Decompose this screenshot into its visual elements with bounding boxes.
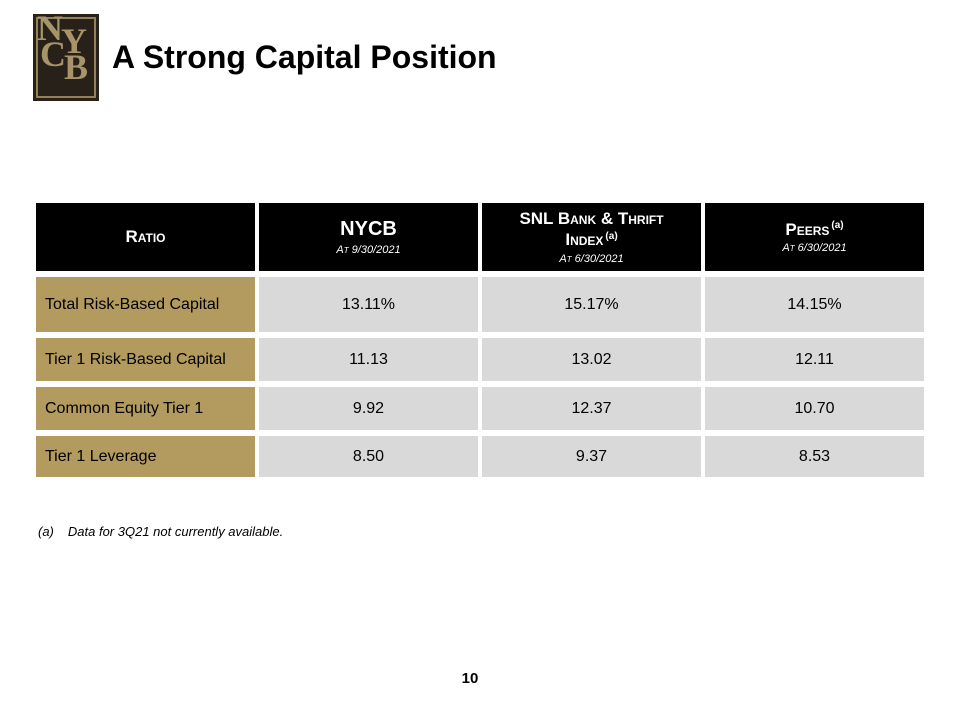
- page-title: A Strong Capital Position: [112, 39, 497, 75]
- column-header-nycb: NYCB At 9/30/2021: [259, 203, 478, 271]
- table-cell: 8.50: [259, 436, 478, 477]
- logo-letter-c: C: [40, 34, 66, 74]
- capital-ratios-table: Ratio NYCB At 9/30/2021 SNL Bank & Thrif…: [36, 203, 924, 477]
- logo-frame: [36, 17, 96, 98]
- footnote-marker: (a): [38, 524, 54, 539]
- column-header-date: At 9/30/2021: [336, 243, 401, 256]
- table-row-label: Total Risk-Based Capital: [36, 277, 255, 332]
- table-cell: 13.02: [482, 338, 701, 381]
- footnote: (a) Data for 3Q21 not currently available…: [38, 524, 283, 539]
- page-number: 10: [461, 670, 479, 687]
- column-header-date: At 6/30/2021: [559, 252, 624, 265]
- table-row-label: Tier 1 Risk-Based Capital: [36, 338, 255, 381]
- table-row-label: Common Equity Tier 1: [36, 387, 255, 430]
- table-cell: 12.37: [482, 387, 701, 430]
- table-cell: 12.11: [705, 338, 924, 381]
- column-header-label: SNL Bank & Thrift Index (a): [519, 209, 664, 250]
- column-header-label: Ratio: [125, 227, 166, 247]
- footnote-text: Data for 3Q21 not currently available.: [67, 524, 284, 539]
- logo-letter-n: N: [37, 8, 63, 48]
- logo-letter-y: Y: [61, 21, 87, 61]
- column-header-label: Peers (a): [785, 219, 844, 239]
- footnote-marker: (a): [831, 220, 844, 232]
- table-cell: 8.53: [705, 436, 924, 477]
- table-cell: 10.70: [705, 387, 924, 430]
- table-cell: 13.11%: [259, 277, 478, 332]
- column-header-snl-bank-thrift-index: SNL Bank & Thrift Index (a) At 6/30/2021: [482, 203, 701, 271]
- column-header-label: NYCB: [340, 217, 397, 240]
- table-cell: 9.92: [259, 387, 478, 430]
- footnote-marker: (a): [605, 230, 618, 242]
- column-header-date: At 6/30/2021: [782, 242, 847, 255]
- table-cell: 14.15%: [705, 277, 924, 332]
- column-header-ratio: Ratio: [36, 203, 255, 271]
- table-row-label: Tier 1 Leverage: [36, 436, 255, 477]
- table-cell: 11.13: [259, 338, 478, 381]
- logo-letter-b: B: [64, 47, 89, 87]
- table-cell: 15.17%: [482, 277, 701, 332]
- nycb-logo: N Y C B: [33, 10, 99, 101]
- table-cell: 9.37: [482, 436, 701, 477]
- column-header-peers: Peers (a) At 6/30/2021: [705, 203, 924, 271]
